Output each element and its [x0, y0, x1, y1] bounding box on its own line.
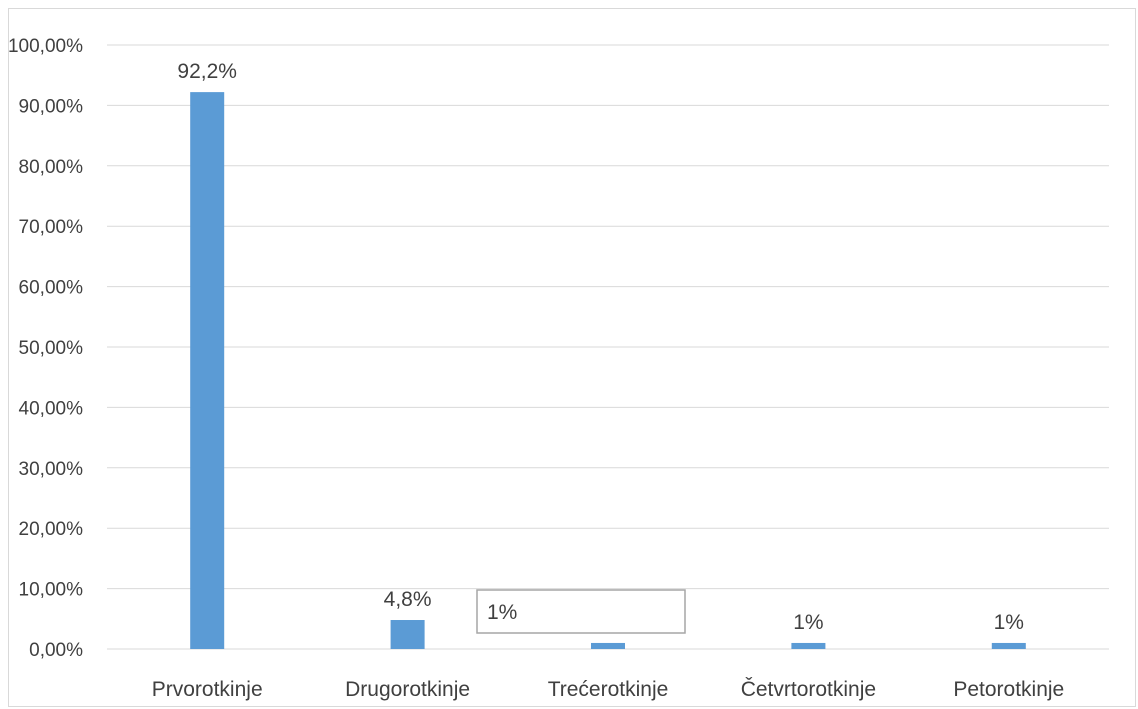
x-axis-category-labels: Prvorotkinje Drugorotkinje Trećerotkinje Če…	[152, 678, 1064, 701]
gridlines	[107, 44, 1109, 650]
y-tick-label: 0,00%	[29, 640, 83, 661]
chart-area: 0,00% 10,00% 20,00% 30,00% 40,00% 50,00% 60,00…	[8, 8, 1136, 707]
data-labels: 92,2% 4,8% 1% 1% 1%	[177, 60, 1024, 634]
y-tick-label: 50,00%	[19, 338, 84, 359]
y-tick-label: 60,00%	[19, 278, 84, 299]
y-tick-label: 40,00%	[19, 398, 84, 419]
bar	[591, 642, 625, 649]
y-tick-label: 100,00%	[9, 36, 83, 57]
y-tick-label: 20,00%	[19, 519, 84, 540]
data-label: 92,2%	[177, 60, 237, 83]
data-label-box	[476, 589, 686, 634]
category-label: Drugorotkinje	[345, 678, 470, 701]
y-tick-label: 90,00%	[19, 96, 84, 117]
bar	[390, 620, 425, 649]
category-label: Četvrtorotkinje	[741, 678, 876, 701]
bar	[190, 92, 225, 649]
data-label: 1%	[994, 611, 1024, 634]
category-label: Petorotkinje	[953, 678, 1064, 701]
bar	[991, 642, 1026, 649]
y-tick-label: 30,00%	[19, 459, 84, 480]
bar	[791, 642, 826, 649]
y-tick-label: 80,00%	[19, 157, 84, 178]
category-label: Prvorotkinje	[152, 678, 263, 701]
data-label: 4,8%	[384, 588, 432, 611]
y-tick-label: 70,00%	[19, 217, 84, 238]
y-tick-label: 10,00%	[19, 580, 84, 601]
category-label: Trećerotkinje	[548, 678, 669, 701]
data-label: 1%	[487, 601, 517, 624]
bar-chart: 0,00% 10,00% 20,00% 30,00% 40,00% 50,00% 60,00…	[9, 36, 1109, 701]
bars	[190, 92, 1026, 649]
y-axis-tick-labels: 0,00% 10,00% 20,00% 30,00% 40,00% 50,00% 60,00…	[9, 36, 83, 661]
data-label: 1%	[793, 611, 823, 634]
